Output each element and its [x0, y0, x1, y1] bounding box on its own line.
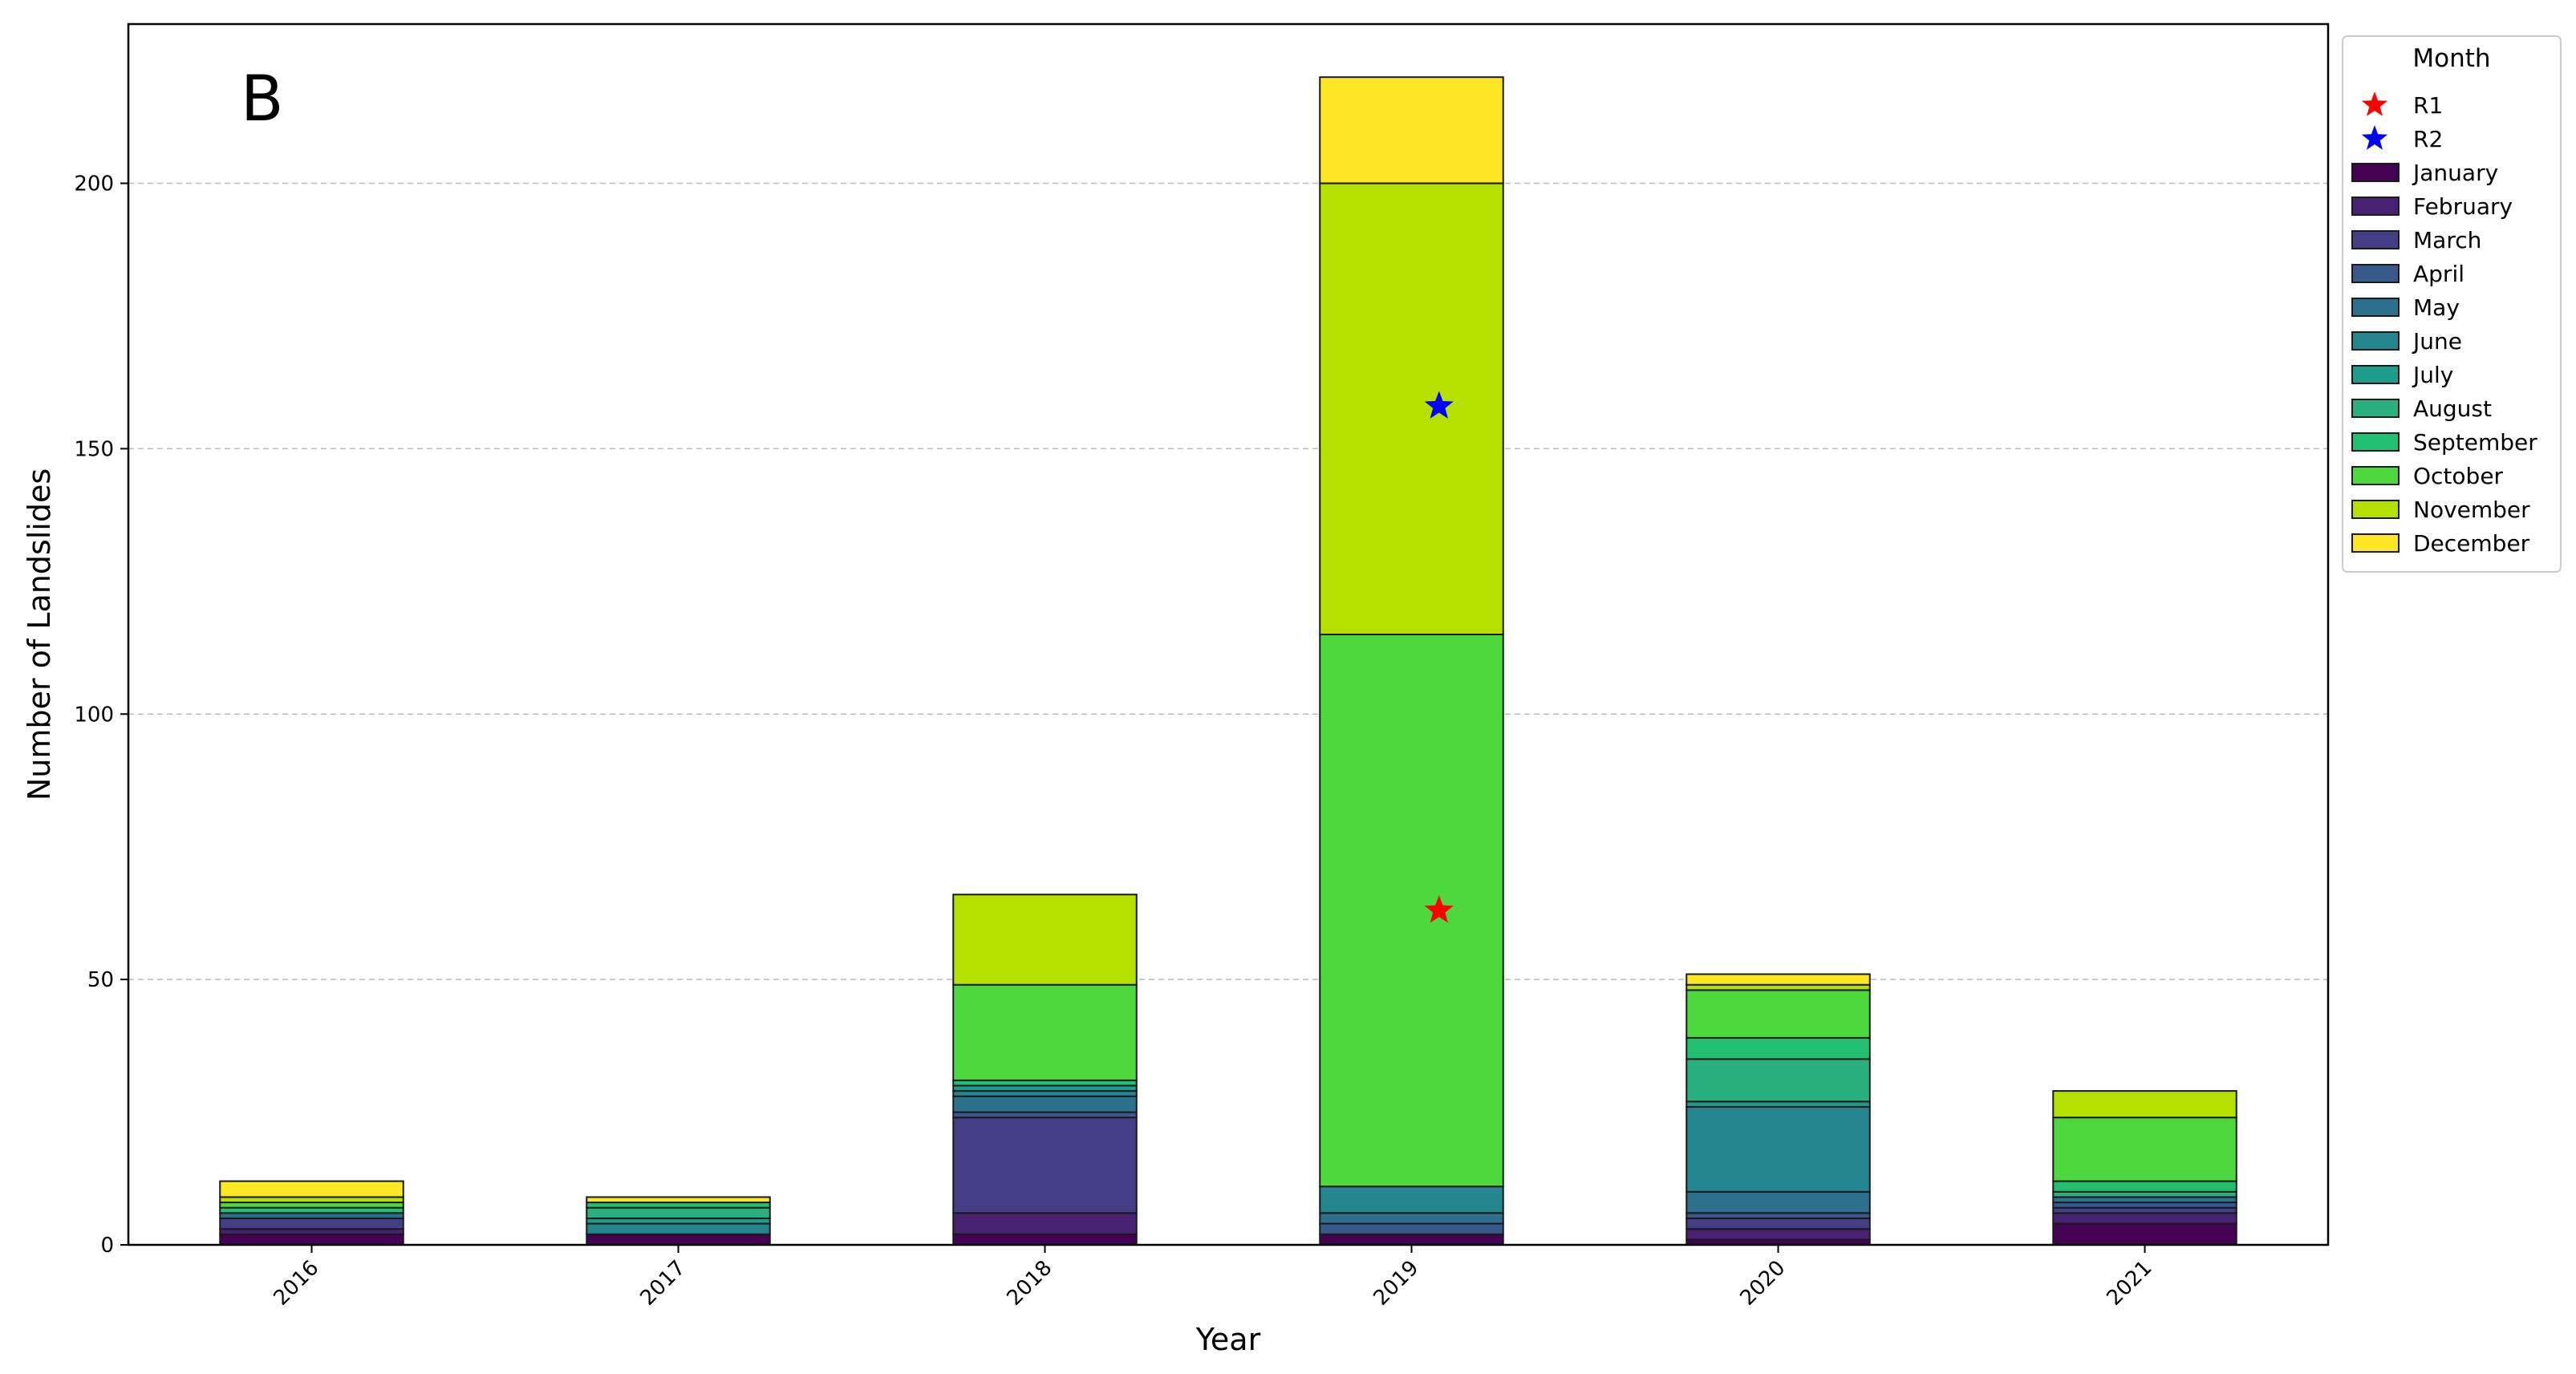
legend-label: September [2413, 429, 2537, 456]
x-tick-label: 2016 [269, 1256, 323, 1311]
bar-segment [1686, 1217, 1871, 1230]
markers [1424, 391, 1454, 923]
bar-segment [1686, 989, 1871, 1039]
legend-label: November [2413, 497, 2530, 523]
bar-segment [1686, 1105, 1871, 1193]
bar-segment [1686, 1228, 1871, 1241]
legend-title: Month [2412, 44, 2490, 73]
legend-label: August [2413, 395, 2492, 422]
legend-swatch-october [2351, 466, 2400, 485]
legend-swatch-march [2351, 230, 2400, 249]
x-tick-label: 2018 [1002, 1256, 1057, 1311]
bar-segment [1686, 1036, 1871, 1060]
plot-frame [127, 22, 2330, 1246]
bar-segment [1319, 1233, 1504, 1246]
bar-segment [952, 983, 1138, 1081]
bar-segment [2052, 1090, 2237, 1119]
bar-segment [952, 1233, 1138, 1246]
bar-segment [2052, 1212, 2237, 1225]
legend-label: July [2412, 362, 2453, 388]
x-tick-label: 2019 [1369, 1256, 1423, 1311]
bar-segment [2052, 1222, 2237, 1246]
bar-segment [586, 1233, 771, 1246]
legend-swatch-april [2351, 264, 2400, 283]
bar-segment [952, 1095, 1138, 1113]
bar-segment [1319, 1186, 1504, 1214]
bar-segment [1319, 1222, 1504, 1235]
bar-segment [1319, 634, 1504, 1188]
legend-label: R1 [2413, 92, 2443, 119]
legend-swatch-september [2351, 432, 2400, 452]
bar-segment [586, 1196, 771, 1204]
bar-segment [2052, 1180, 2237, 1193]
legend-marker-r2 [2361, 125, 2388, 150]
legend-swatch-august [2351, 399, 2400, 418]
legend-label: January [2412, 160, 2498, 186]
bar-segment [219, 1233, 404, 1246]
legend-label: June [2412, 328, 2462, 355]
x-tick-label: 2021 [2102, 1256, 2156, 1311]
marker-r2 [1424, 391, 1454, 419]
bar-segment [1319, 76, 1504, 184]
y-axis: 0 50 100 150 200 [74, 172, 128, 1258]
bar-segment [219, 1217, 404, 1230]
marker-r1 [1424, 895, 1454, 923]
legend-items: R1 R2 January February March April May June July… [2351, 91, 2537, 557]
y-gridlines [128, 182, 2328, 980]
y-tick-label: 200 [74, 172, 114, 197]
x-tick-label: 2020 [1735, 1256, 1790, 1311]
panel-label: B [241, 63, 284, 136]
bars [219, 76, 2237, 1246]
legend-swatch-january [2351, 163, 2400, 182]
y-tick-label: 150 [74, 437, 114, 461]
legend-label: October [2413, 463, 2504, 489]
y-axis-title: Number of Landslides [22, 468, 57, 800]
x-axis: 2016 2017 2018 2019 2020 2021 [269, 1245, 2156, 1311]
legend-label: R2 [2413, 126, 2443, 152]
bar-segment [1686, 973, 1871, 986]
legend-swatch-december [2351, 533, 2400, 553]
legend-label: March [2413, 227, 2481, 253]
y-tick-label: 50 [87, 968, 114, 992]
legend-label: February [2413, 193, 2513, 220]
x-tick-label: 2017 [635, 1256, 690, 1311]
legend-swatch-november [2351, 500, 2400, 519]
legend-swatch-july [2351, 365, 2400, 384]
y-tick-label: 0 [100, 1234, 114, 1258]
legend-label: April [2413, 261, 2464, 287]
bar-segment [1319, 182, 1504, 636]
legend-swatch-may [2351, 298, 2400, 317]
bar-segment [952, 1117, 1138, 1214]
bar-segment [2052, 1117, 2237, 1182]
bar-segment [1686, 1058, 1871, 1103]
legend-marker-r1 [2361, 91, 2388, 116]
legend-swatch-february [2351, 197, 2400, 216]
bar-segment [952, 894, 1138, 986]
bar-segment [1686, 1190, 1871, 1214]
legend-label: December [2413, 530, 2530, 557]
bar-segment [952, 1212, 1138, 1235]
legend: Month R1 R2 January February March April May Ju… [2342, 35, 2562, 573]
legend-label: May [2413, 294, 2460, 321]
bar-segment [219, 1180, 404, 1198]
y-tick-label: 100 [74, 703, 114, 727]
x-axis-title: Year [1195, 1322, 1261, 1357]
bar-segment [586, 1206, 771, 1219]
legend-swatch-june [2351, 331, 2400, 351]
bar-segment [1319, 1212, 1504, 1225]
bar-segment [586, 1222, 771, 1235]
